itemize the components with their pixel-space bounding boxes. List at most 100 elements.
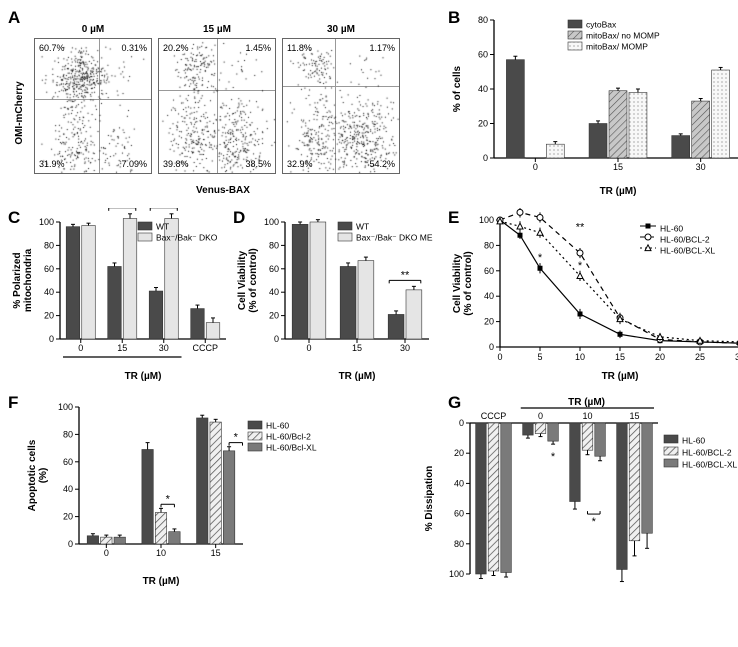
- panel-label-F: F: [8, 393, 18, 413]
- svg-text:0: 0: [489, 342, 494, 352]
- svg-text:0: 0: [533, 162, 538, 172]
- svg-text:100: 100: [449, 569, 464, 579]
- svg-text:HL-60: HL-60: [682, 435, 705, 445]
- svg-text:TR (µM): TR (µM): [602, 371, 639, 382]
- svg-text:TR (µM): TR (µM): [143, 576, 180, 587]
- svg-text:10: 10: [156, 548, 166, 558]
- svg-text:60: 60: [269, 264, 279, 274]
- svg-text:15: 15: [352, 343, 362, 353]
- svg-text:15: 15: [613, 162, 623, 172]
- svg-text:0: 0: [49, 334, 54, 344]
- svg-text:40: 40: [269, 287, 279, 297]
- svg-text:20: 20: [478, 119, 488, 129]
- svg-text:CCCP: CCCP: [481, 411, 507, 421]
- svg-text:100: 100: [264, 217, 279, 227]
- svg-text:0: 0: [68, 539, 73, 549]
- svg-text:Bax⁻/Bak⁻ DKO MEF: Bax⁻/Bak⁻ DKO MEF: [356, 232, 433, 242]
- svg-text:80: 80: [44, 240, 54, 250]
- svg-text:**: **: [401, 269, 410, 281]
- svg-text:**: **: [576, 222, 585, 234]
- svg-text:0: 0: [274, 334, 279, 344]
- panel-A-ylabel: OMI-mCherry: [14, 81, 25, 144]
- svg-text:100: 100: [39, 217, 54, 227]
- svg-text:40: 40: [44, 287, 54, 297]
- svg-text:0: 0: [483, 153, 488, 163]
- panel-E-chart: 020406080100051015202530Cell Viability(%…: [448, 208, 738, 383]
- svg-text:*: *: [234, 432, 239, 444]
- svg-text:HL-60/Bcl-XL: HL-60/Bcl-XL: [266, 442, 317, 452]
- svg-text:20: 20: [454, 448, 464, 458]
- svg-text:0: 0: [306, 343, 311, 353]
- svg-text:20: 20: [655, 352, 665, 362]
- svg-text:5: 5: [537, 352, 542, 362]
- svg-text:HL-60/BCL-2: HL-60/BCL-2: [660, 234, 710, 244]
- panel-CD: C 020406080100% Polarizedmitochondria015…: [8, 208, 438, 383]
- svg-text:0: 0: [104, 548, 109, 558]
- panel-A-scatter-row: 0 µM60.7%0.31%31.9%7.09%15 µM20.2%1.45%3…: [34, 24, 438, 174]
- svg-text:20: 20: [484, 317, 494, 327]
- svg-text:15: 15: [211, 548, 221, 558]
- panel-D-chart: 020406080100Cell Viability(% of control)…: [233, 208, 433, 383]
- svg-text:15: 15: [629, 411, 639, 421]
- svg-text:TR (µM): TR (µM): [568, 397, 605, 408]
- svg-text:HL-60/BCL-XL: HL-60/BCL-XL: [682, 459, 738, 469]
- svg-text:100: 100: [58, 402, 73, 412]
- svg-text:80: 80: [63, 429, 73, 439]
- svg-text:60: 60: [44, 264, 54, 274]
- svg-text:30: 30: [159, 343, 169, 353]
- svg-text:60: 60: [454, 509, 464, 519]
- svg-text:0: 0: [459, 418, 464, 428]
- svg-text:mitochondria: mitochondria: [23, 248, 34, 312]
- svg-text:60: 60: [478, 50, 488, 60]
- svg-text:40: 40: [478, 84, 488, 94]
- svg-text:cytoBax: cytoBax: [586, 19, 617, 29]
- panel-G: G 020406080100% DissipationTR (µM)CCCP01…: [448, 393, 738, 588]
- svg-text:20: 20: [44, 311, 54, 321]
- svg-text:0: 0: [538, 411, 543, 421]
- svg-text:(%): (%): [38, 468, 49, 484]
- scatter-plot: 0 µM60.7%0.31%31.9%7.09%: [34, 24, 152, 174]
- svg-text:HL-60/Bcl-2: HL-60/Bcl-2: [266, 431, 311, 441]
- svg-text:Apoptotic cells: Apoptotic cells: [27, 439, 38, 511]
- svg-text:100: 100: [479, 215, 494, 225]
- svg-text:80: 80: [484, 240, 494, 250]
- svg-text:0: 0: [497, 352, 502, 362]
- scatter-plot: 15 µM20.2%1.45%39.8%38.5%: [158, 24, 276, 174]
- svg-text:% Dissipation: % Dissipation: [424, 466, 435, 532]
- svg-text:TR (µM): TR (µM): [339, 371, 376, 382]
- svg-text:30: 30: [696, 162, 706, 172]
- svg-text:HL-60: HL-60: [660, 223, 683, 233]
- svg-text:HL-60/BCL-XL: HL-60/BCL-XL: [660, 245, 716, 255]
- svg-text:80: 80: [454, 539, 464, 549]
- svg-text:HL-60: HL-60: [266, 420, 289, 430]
- panel-F: F 0 20 40 60 80 100 Apoptotic cells(%) 0 10 15 TR …: [8, 393, 438, 588]
- svg-text:CCCP: CCCP: [192, 343, 218, 353]
- svg-text:*: *: [120, 208, 125, 209]
- svg-text:*: *: [551, 451, 556, 463]
- svg-text:80: 80: [478, 15, 488, 25]
- svg-text:Bax⁻/Bak⁻ DKO: Bax⁻/Bak⁻ DKO: [156, 232, 218, 242]
- svg-text:10: 10: [582, 411, 592, 421]
- svg-text:*: *: [538, 252, 543, 264]
- panel-B: B 020406080% of cells01530TR (µM)cytoBax…: [448, 8, 738, 198]
- svg-text:60: 60: [63, 457, 73, 467]
- svg-text:*: *: [166, 493, 171, 505]
- svg-text:Cell Viability: Cell Viability: [452, 253, 463, 313]
- svg-text:mitoBax/ no MOMP: mitoBax/ no MOMP: [586, 30, 660, 40]
- svg-text:*: *: [592, 516, 597, 528]
- panel-E: E 020406080100051015202530Cell Viability…: [448, 208, 738, 383]
- svg-text:20: 20: [63, 512, 73, 522]
- panel-label-A: A: [8, 8, 20, 28]
- svg-text:20: 20: [269, 311, 279, 321]
- svg-text:40: 40: [63, 484, 73, 494]
- panel-C-chart: 020406080100% Polarizedmitochondria01530…: [8, 208, 230, 383]
- svg-text:40: 40: [484, 291, 494, 301]
- panel-F-chart: 0 20 40 60 80 100 Apoptotic cells(%) 0 10 15 TR (µ…: [23, 393, 343, 588]
- panel-G-chart: 020406080100% DissipationTR (µM)CCCP0101…: [418, 393, 738, 588]
- svg-text:HL-60/BCL-2: HL-60/BCL-2: [682, 447, 732, 457]
- svg-text:WT: WT: [156, 221, 169, 231]
- figure: A OMI-mCherry 0 µM60.7%0.31%31.9%7.09%15…: [8, 8, 730, 588]
- svg-text:Cell Viability: Cell Viability: [237, 250, 248, 310]
- svg-text:TR (µM): TR (µM): [125, 371, 162, 382]
- svg-text:60: 60: [484, 266, 494, 276]
